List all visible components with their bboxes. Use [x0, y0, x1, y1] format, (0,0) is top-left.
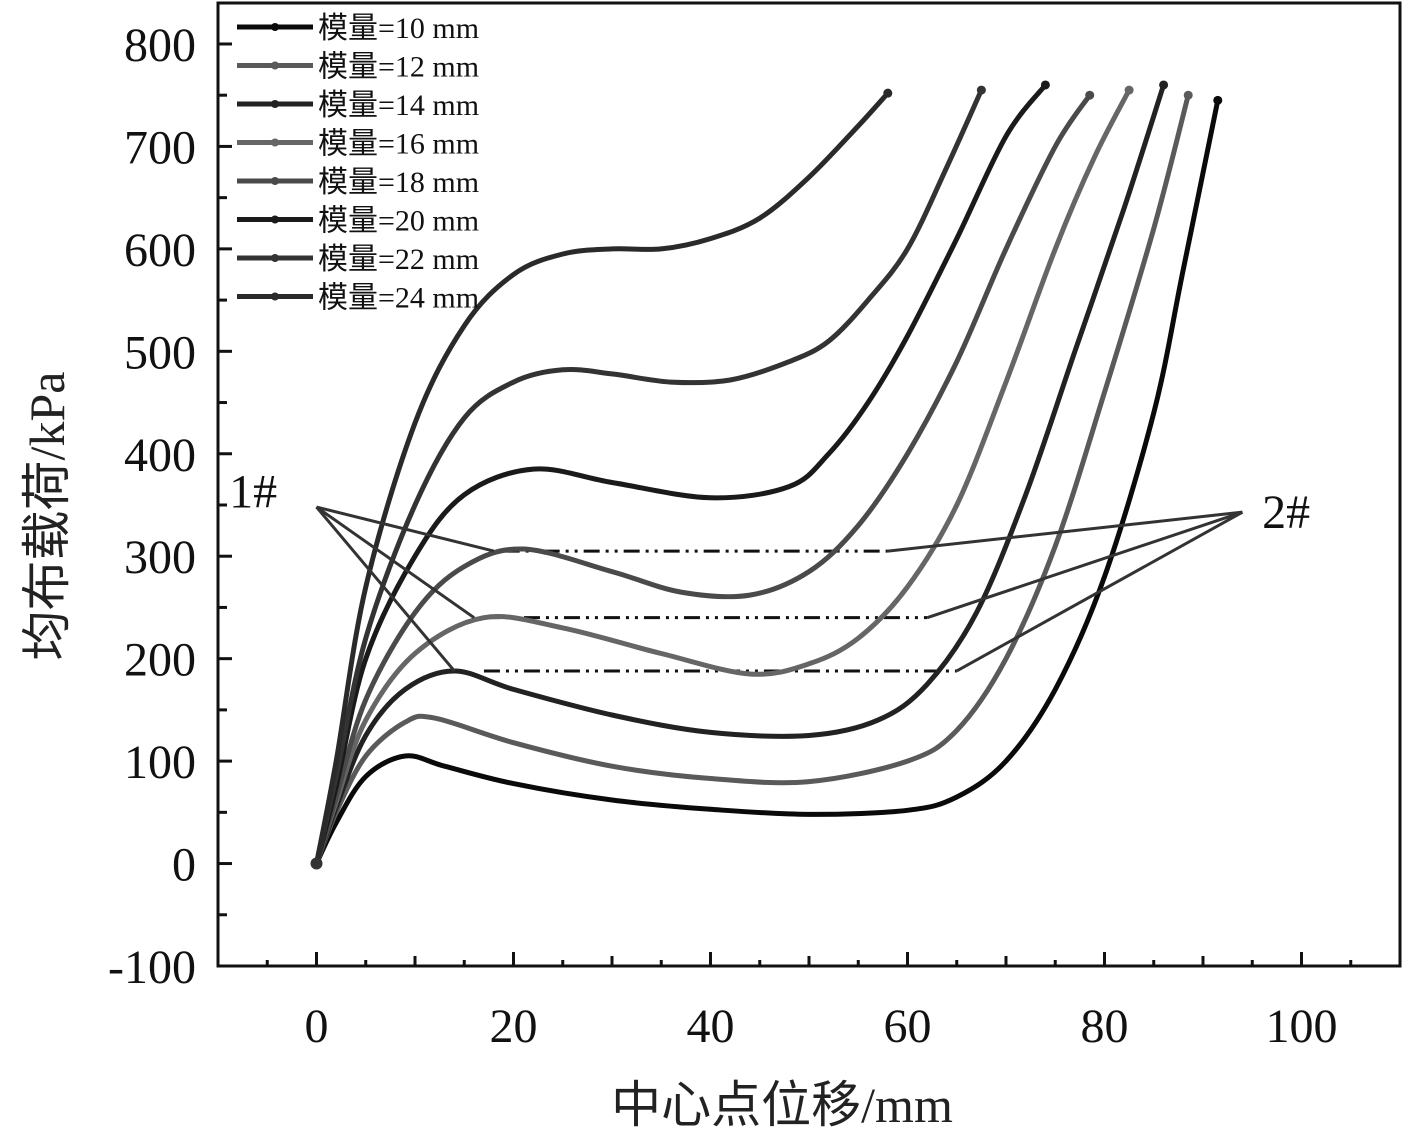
- legend-marker: [271, 292, 279, 301]
- x-tick-label: 40: [687, 1000, 735, 1053]
- origin-marker: [310, 857, 323, 870]
- series-end-marker: [1124, 85, 1134, 95]
- legend-label: 模量=14 mm: [318, 89, 479, 122]
- y-tick-label: 800: [124, 19, 196, 72]
- legend-marker: [271, 100, 279, 108]
- x-tick-label: 20: [490, 1000, 538, 1053]
- reference-lines: [483, 549, 957, 673]
- legend-label: 模量=18 mm: [318, 166, 479, 199]
- legend-label: 模量=16 mm: [318, 128, 479, 161]
- series-line: [314, 92, 1093, 867]
- annotation-pointer: [315, 506, 456, 672]
- x-tick-label: 80: [1081, 1000, 1129, 1053]
- annotation-pointer: [316, 505, 495, 553]
- y-axis-title: 均布载荷/kPa: [19, 372, 75, 661]
- legend-label: 模量=10 mm: [318, 12, 479, 45]
- series-line: [314, 87, 1132, 867]
- axes: 0 20 40 60 80 100 -100 0 100 200 300 400 500 600 700 80…: [108, 19, 1402, 1053]
- series-lines: [310, 80, 1223, 870]
- y-tick-label: 200: [124, 634, 196, 687]
- y-tick-label: 400: [124, 429, 196, 482]
- annotation-label: 1#: [229, 466, 277, 519]
- legend-marker: [271, 23, 279, 31]
- series-end-marker: [1213, 95, 1223, 105]
- annotation-pointer: [887, 510, 1243, 553]
- x-tick-label: 100: [1266, 1000, 1338, 1053]
- series-line: [314, 82, 1167, 867]
- legend: 模量=10 mm 模量=12 mm 模量=14 mm 模量=16 mm 模量=18 mm…: [237, 12, 479, 315]
- y-tick-label: 500: [124, 326, 196, 379]
- annotations: 1# 2#: [229, 466, 1310, 673]
- y-tick-label: 300: [124, 531, 196, 584]
- annotation-label: 2#: [1262, 486, 1310, 539]
- series-end-marker: [1183, 90, 1193, 100]
- legend-marker: [271, 177, 279, 185]
- series-end-marker: [1085, 90, 1095, 100]
- annotation-pointer: [315, 505, 475, 619]
- y-tick-label: 600: [124, 224, 196, 277]
- y-tick-label: 0: [172, 839, 196, 892]
- x-tick-label: 60: [884, 1000, 932, 1053]
- x-tick-label: 0: [305, 1000, 329, 1053]
- legend-marker: [271, 215, 279, 224]
- legend-marker: [271, 61, 279, 70]
- series-end-marker: [1040, 80, 1050, 90]
- x-axis-title: 中心点位移/mm: [611, 1077, 953, 1133]
- series-line: [314, 97, 1221, 867]
- annotation-pointer: [926, 510, 1243, 620]
- y-tick-label: -100: [108, 941, 196, 994]
- legend-marker: [271, 254, 279, 262]
- series-end-marker: [883, 88, 893, 98]
- legend-label: 模量=24 mm: [318, 282, 479, 315]
- legend-label: 模量=20 mm: [318, 205, 479, 238]
- y-tick-label: 700: [124, 121, 196, 174]
- series-end-marker: [1159, 80, 1169, 90]
- legend-label: 模量=22 mm: [318, 243, 479, 276]
- series-line: [314, 87, 984, 867]
- legend-marker: [271, 138, 279, 147]
- series-line: [314, 90, 891, 867]
- series-line: [314, 82, 1048, 867]
- y-tick-label: 100: [124, 736, 196, 789]
- legend-label: 模量=12 mm: [318, 51, 479, 84]
- series-end-marker: [976, 85, 986, 95]
- annotation-pointer: [956, 510, 1244, 673]
- series-line: [314, 92, 1191, 867]
